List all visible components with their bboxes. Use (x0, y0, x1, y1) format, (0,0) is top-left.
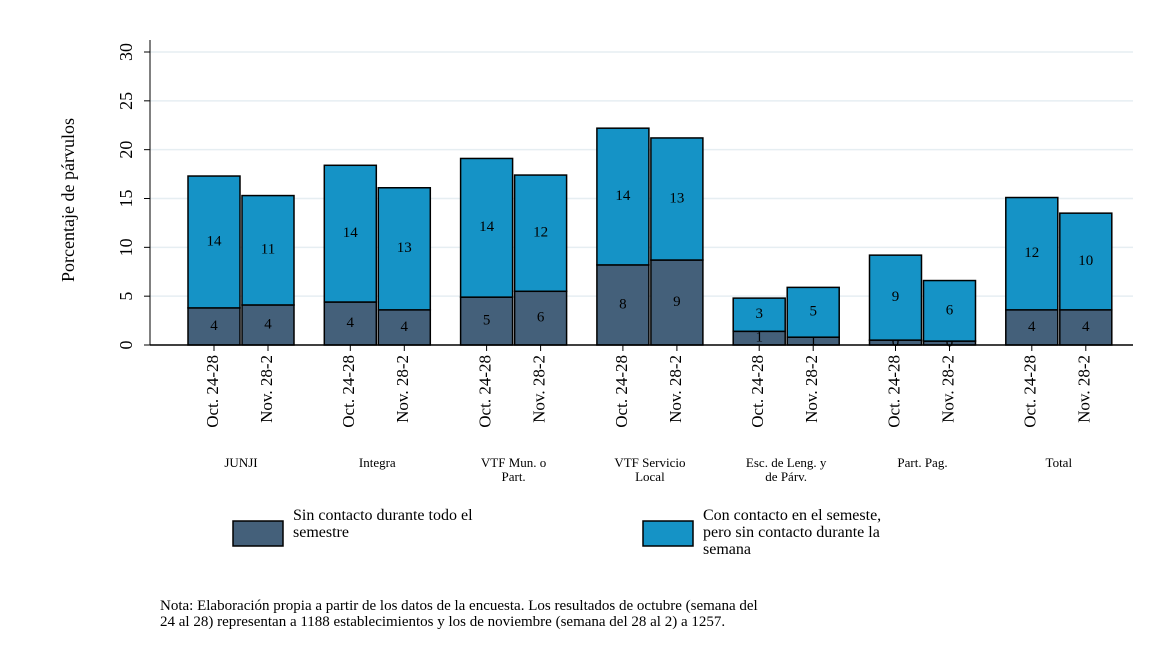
x-tick-label: Oct. 24-28 (203, 355, 222, 428)
bar-segment (459, 296, 514, 346)
data-label: 4 (210, 318, 218, 334)
x-tick-label: Nov. 28-2 (530, 355, 549, 423)
y-tick-label: 25 (116, 92, 136, 110)
data-label: 6 (537, 310, 545, 326)
group-label: VTF Servicio Local (614, 455, 686, 484)
legend-swatch (642, 520, 694, 547)
bar-segment (187, 175, 241, 309)
data-label: 4 (264, 316, 272, 332)
bar-segment (513, 174, 568, 293)
bar-segment (1005, 196, 1059, 311)
bar-segment (1059, 212, 1113, 311)
y-axis-label: Porcentaje de párvulos (58, 118, 78, 282)
data-label: 12 (533, 225, 548, 241)
bar-segment (377, 187, 432, 311)
y-tick-label: 5 (116, 292, 136, 301)
y-tick-label: 15 (116, 190, 136, 208)
note: Nota: Elaboración propia a partir de los… (160, 598, 758, 630)
bar-segment (650, 137, 704, 261)
data-label: 0 (892, 334, 900, 350)
data-label: 4 (401, 319, 409, 335)
group-label: Total (1045, 455, 1073, 470)
bar-segment (732, 297, 786, 333)
y-tick-label: 0 (116, 341, 136, 350)
bar-segment (596, 127, 650, 266)
x-tick-label: Oct. 24-28 (476, 355, 495, 428)
legend-swatch (232, 520, 284, 547)
bar-segment (323, 301, 378, 346)
legend-label: Con contacto en el semeste, pero sin con… (703, 507, 882, 558)
x-tick-label: Nov. 28-2 (666, 355, 685, 423)
data-label: 9 (892, 289, 900, 305)
x-tick-label: Oct. 24-28 (748, 355, 767, 428)
bar-segment (513, 290, 568, 346)
bar-segment (459, 157, 514, 298)
data-label: 13 (397, 240, 412, 256)
data-label: 14 (615, 188, 631, 204)
group-label: VTF Mun. o Part. (480, 455, 547, 484)
x-tick-label: Nov. 28-2 (257, 355, 276, 423)
data-label: 5 (483, 313, 491, 329)
data-label: 14 (207, 233, 223, 249)
x-tick-label: Nov. 28-2 (393, 355, 412, 423)
data-label: 1 (755, 330, 763, 346)
x-tick-label: Nov. 28-2 (1075, 355, 1094, 423)
bar-segment (868, 254, 923, 341)
x-tick-label: Oct. 24-28 (612, 355, 631, 428)
group-label: Integra (358, 455, 396, 470)
y-tick-label: 10 (116, 238, 136, 256)
data-label: 5 (809, 304, 817, 320)
data-label: 10 (1078, 253, 1093, 269)
data-label: 8 (619, 296, 627, 312)
bar-segment (323, 164, 378, 303)
data-label: 14 (479, 219, 495, 235)
data-label: 1 (809, 333, 817, 349)
bar-segment (241, 194, 295, 306)
data-label: 12 (1024, 245, 1039, 261)
data-label: 13 (669, 190, 684, 206)
bar-segment (241, 304, 295, 346)
data-label: 4 (1028, 319, 1036, 335)
data-label: 0 (946, 334, 954, 350)
bar-segment (786, 286, 840, 338)
data-label: 4 (1082, 319, 1090, 335)
data-label: 4 (347, 315, 355, 331)
group-label: Part. Pag. (897, 455, 948, 470)
x-tick-label: Oct. 24-28 (339, 355, 358, 428)
data-label: 11 (261, 242, 275, 258)
data-label: 6 (946, 302, 954, 318)
y-tick-label: 20 (116, 141, 136, 159)
group-label: JUNJI (224, 455, 258, 470)
bar-segment (596, 264, 650, 346)
y-tick-label: 30 (116, 43, 136, 61)
x-tick-label: Oct. 24-28 (1021, 355, 1040, 428)
x-tick-label: Oct. 24-28 (884, 355, 903, 428)
bar-segment (1059, 309, 1113, 346)
x-tick-label: Nov. 28-2 (938, 355, 957, 423)
bar-segment (922, 279, 977, 342)
group-label: Esc. de Leng. y de Párv. (745, 455, 827, 484)
legend-label: Sin contacto durante todo el semestre (293, 507, 473, 541)
bar-segment (650, 259, 704, 346)
data-label: 9 (673, 294, 681, 310)
x-tick-label: Nov. 28-2 (802, 355, 821, 423)
data-label: 14 (343, 225, 359, 241)
data-label: 3 (755, 306, 763, 322)
